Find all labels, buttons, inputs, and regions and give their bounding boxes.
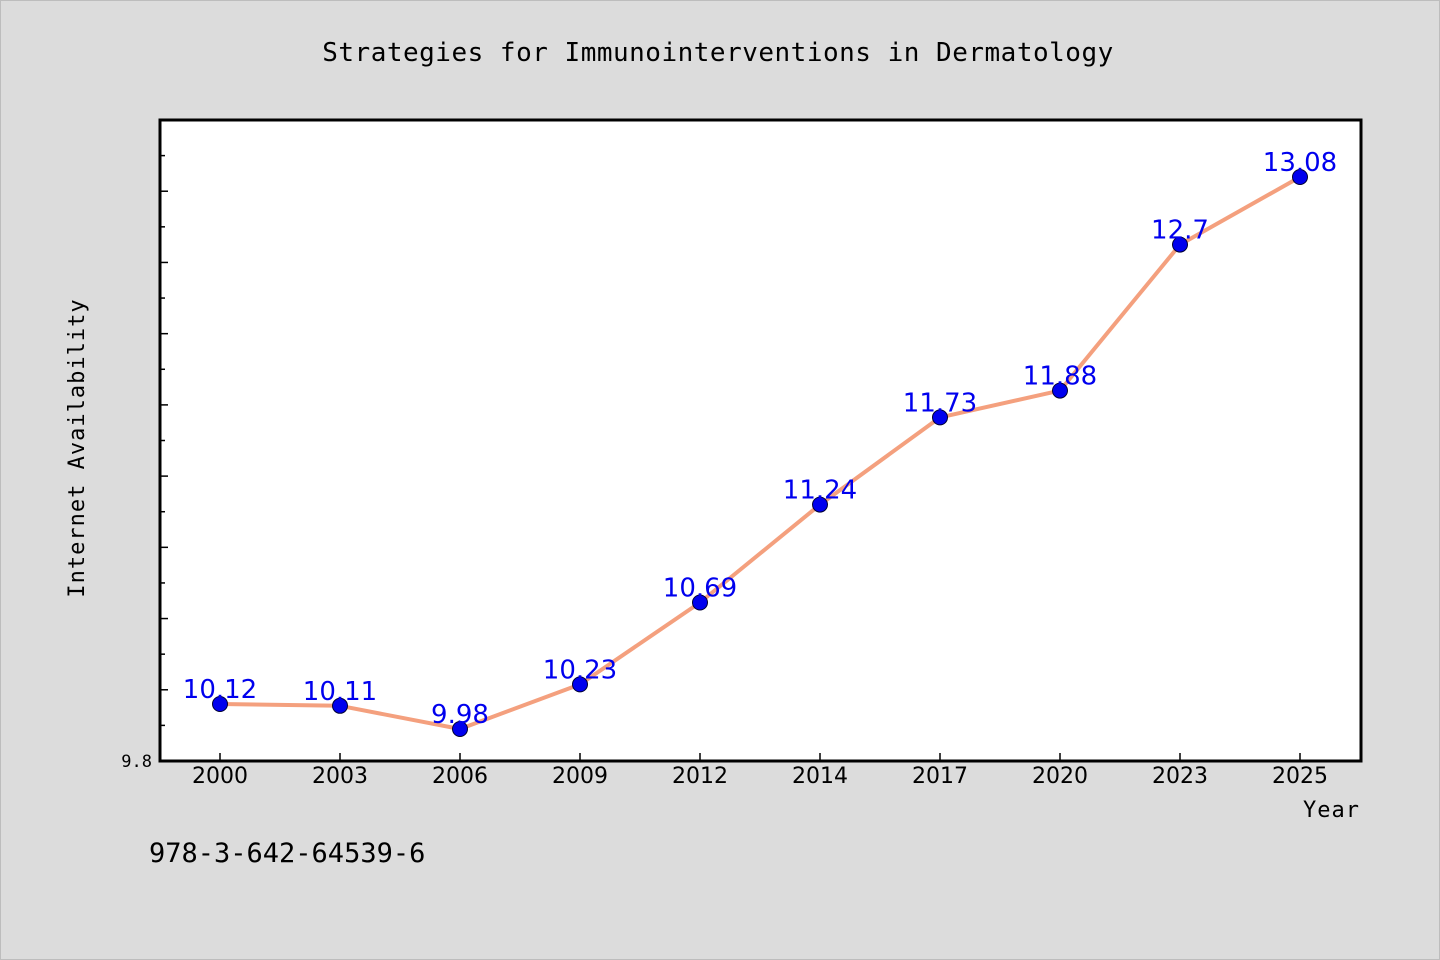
x-tick-label: 2017 <box>912 764 968 789</box>
data-label: 11.88 <box>1023 362 1097 392</box>
y-axis-ticks <box>160 119 168 762</box>
chart-title: Strategies for Immunointerventions in De… <box>322 38 1114 68</box>
x-axis-label: Year <box>1303 798 1360 823</box>
data-point <box>812 496 828 513</box>
x-tick-label: 2009 <box>552 764 608 789</box>
data-label: 13.08 <box>1263 148 1337 178</box>
data-label: 11.73 <box>903 388 977 418</box>
x-tick-label: 2000 <box>192 764 248 789</box>
data-labels: 10.12 10.11 9.98 10.23 10.69 11.24 11.73 11.88 1… <box>183 148 1337 730</box>
data-label: 10.12 <box>183 675 257 705</box>
data-label: 12.7 <box>1151 216 1209 246</box>
x-tick-label: 2020 <box>1032 764 1088 789</box>
data-point <box>932 409 948 426</box>
plot-area <box>158 118 1363 763</box>
data-label: 10.69 <box>663 574 737 604</box>
data-point <box>1052 382 1068 399</box>
series-markers <box>212 169 1308 737</box>
data-point <box>1172 236 1188 253</box>
data-label: 9.98 <box>431 700 489 730</box>
data-point <box>1292 169 1308 185</box>
x-tick-label: 2023 <box>1152 764 1208 789</box>
x-tick-label: 2003 <box>312 764 368 789</box>
x-axis-tick-labels: 2000 2003 2006 2009 2012 2014 2017 2020 2023 2025 <box>192 764 1328 789</box>
data-point <box>332 697 348 714</box>
data-point <box>692 594 708 611</box>
y-axis-label: Internet Availability <box>65 298 90 597</box>
data-point <box>212 696 228 712</box>
data-label: 10.23 <box>543 655 617 685</box>
x-tick-label: 2012 <box>672 764 728 789</box>
series-line <box>219 175 1301 731</box>
data-point <box>572 676 588 693</box>
x-axis-ticks <box>219 753 1301 761</box>
data-label: 11.24 <box>783 476 857 506</box>
x-tick-label: 2014 <box>792 764 848 789</box>
y-tick-label: 9.8 <box>121 752 152 772</box>
footnote-isbn: 978-3-642-64539-6 <box>149 838 425 869</box>
data-point <box>452 721 468 737</box>
x-tick-label: 2025 <box>1272 764 1328 789</box>
data-label: 10.11 <box>303 677 377 707</box>
x-tick-label: 2006 <box>432 764 488 789</box>
